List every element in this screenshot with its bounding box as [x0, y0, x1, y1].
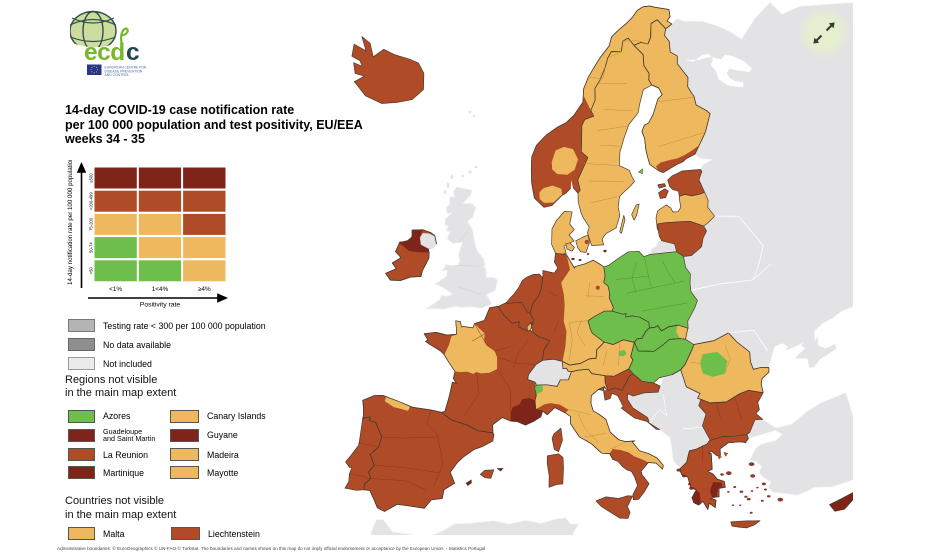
svg-text:<50: <50 — [89, 267, 94, 275]
svg-text:14-day notification rate per: 14-day notification rate per 100 000 pop… — [67, 160, 74, 285]
svg-text:AND CONTROL: AND CONTROL — [105, 73, 130, 77]
svg-text:≥500: ≥500 — [89, 173, 94, 183]
svg-text:75-200: 75-200 — [89, 217, 94, 231]
svg-text:EUROPEAN CENTRE FOR: EUROPEAN CENTRE FOR — [105, 66, 148, 70]
svg-text:>200-499: >200-499 — [89, 192, 94, 210]
svg-text:≥4%: ≥4% — [198, 286, 211, 293]
svg-text:1<4%: 1<4% — [152, 286, 169, 293]
svg-text:DISEASE PREVENTION: DISEASE PREVENTION — [105, 69, 143, 73]
svg-text:Positivity rate: Positivity rate — [140, 302, 181, 309]
svg-text:50-74: 50-74 — [89, 242, 94, 253]
svg-text:<1%: <1% — [109, 286, 122, 293]
svg-text:c: c — [126, 39, 140, 66]
svg-text:ecd: ecd — [84, 39, 125, 66]
